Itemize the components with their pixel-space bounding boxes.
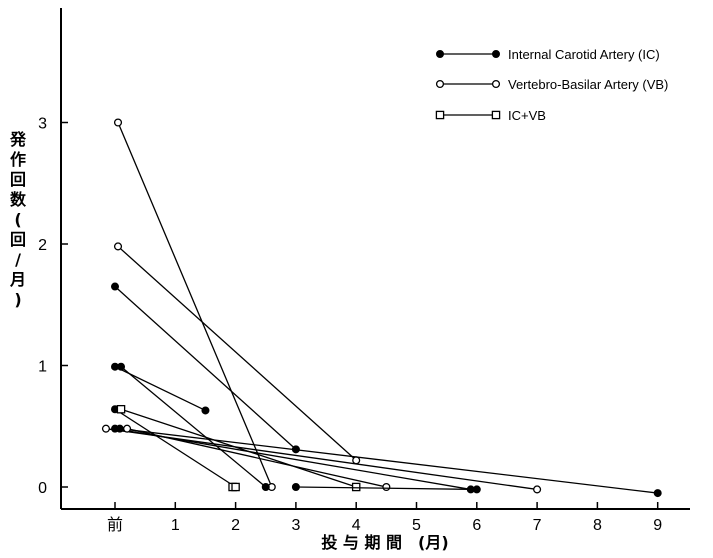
series-ic-8: [110, 424, 475, 494]
y-title-char: 回: [10, 170, 26, 189]
x-tick-label: 前: [107, 516, 123, 534]
series-vb-1: [113, 242, 361, 465]
x-tick-label: 1: [171, 517, 180, 534]
data-point-ic: [291, 483, 300, 492]
x-tick-label: 9: [653, 517, 662, 534]
axes: [60, 8, 690, 510]
series-layer: [101, 118, 662, 498]
series-ic-4: [117, 362, 270, 492]
series-line: [120, 408, 357, 488]
series-line: [117, 122, 273, 488]
y-title-char: /: [15, 250, 21, 269]
data-point-ic: [110, 282, 119, 291]
data-point-ic: [117, 362, 126, 371]
series-ic-9: [115, 424, 662, 498]
series-line: [120, 366, 267, 488]
x-axis-title: 投 与 期 間 (月): [321, 533, 448, 552]
legend-entry: Vertebro-Basilar Artery (VB): [435, 77, 668, 92]
data-point-vb: [435, 79, 445, 89]
data-point-ic: [436, 49, 445, 58]
x-tick-label: 2: [231, 517, 240, 534]
x-tick-label: 5: [412, 517, 421, 534]
data-point-icvb: [116, 404, 126, 414]
data-point-icvb: [491, 110, 501, 120]
y-axis-title: 発作回数(回/月): [9, 130, 27, 309]
y-title-char: 回: [10, 230, 26, 249]
series-vb-7: [101, 424, 542, 494]
series-line: [119, 428, 658, 494]
series-line: [114, 286, 297, 450]
series-ic-vb-12: [228, 482, 240, 492]
legend-label: Vertebro-Basilar Artery (VB): [508, 77, 668, 92]
x-tick-label: 4: [352, 517, 361, 534]
data-point-icvb: [435, 110, 445, 120]
data-point-vb: [101, 424, 111, 433]
ticks: 0 1 2 3 前 1 2 3 4 5 6 7 8 9: [38, 116, 662, 535]
data-point-ic: [201, 406, 210, 415]
y-tick-label: 1: [38, 359, 47, 376]
series-ic-11: [291, 483, 481, 494]
series-vb-0: [113, 118, 276, 492]
data-point-ic: [115, 424, 124, 433]
data-point-icvb: [231, 482, 240, 492]
x-tick-label: 8: [593, 517, 602, 534]
series-ic-vb-6: [116, 404, 361, 492]
data-point-icvb: [351, 482, 361, 492]
legend-entry: IC+VB: [435, 108, 546, 123]
y-title-char: 作: [10, 150, 26, 169]
legend: Internal Carotid Artery (IC) Vertebro-Bas…: [435, 47, 668, 123]
data-point-vb: [533, 485, 542, 494]
y-title-char: 月: [9, 270, 26, 289]
data-point-vb: [113, 242, 123, 251]
y-title-char: 発: [9, 130, 27, 149]
data-point-ic: [653, 489, 662, 498]
x-tick-label: 3: [291, 517, 300, 534]
series-vb-10: [123, 424, 391, 492]
y-title-char: ): [14, 290, 21, 309]
x-tick-label: 7: [533, 517, 542, 534]
legend-entry: Internal Carotid Artery (IC): [436, 47, 660, 62]
legend-label: IC+VB: [508, 108, 546, 123]
y-tick-label: 0: [38, 480, 47, 497]
x-tick-label: 6: [472, 517, 481, 534]
series-line: [114, 408, 236, 488]
y-title-char: 数: [10, 190, 27, 209]
legend-label: Internal Carotid Artery (IC): [508, 47, 660, 62]
series-line: [117, 245, 357, 461]
y-tick-label: 3: [38, 116, 47, 133]
data-point-vb: [123, 424, 132, 433]
data-point-ic: [472, 485, 481, 494]
data-point-vb: [113, 118, 123, 127]
y-tick-label: 2: [38, 237, 47, 254]
data-point-vb: [491, 79, 501, 89]
data-point-ic: [492, 49, 501, 58]
series-line: [126, 428, 387, 488]
series-line: [295, 486, 477, 491]
y-title-char: (: [14, 210, 21, 229]
data-point-vb: [382, 482, 391, 492]
series-ic-2: [110, 282, 300, 454]
data-point-ic: [261, 483, 270, 492]
